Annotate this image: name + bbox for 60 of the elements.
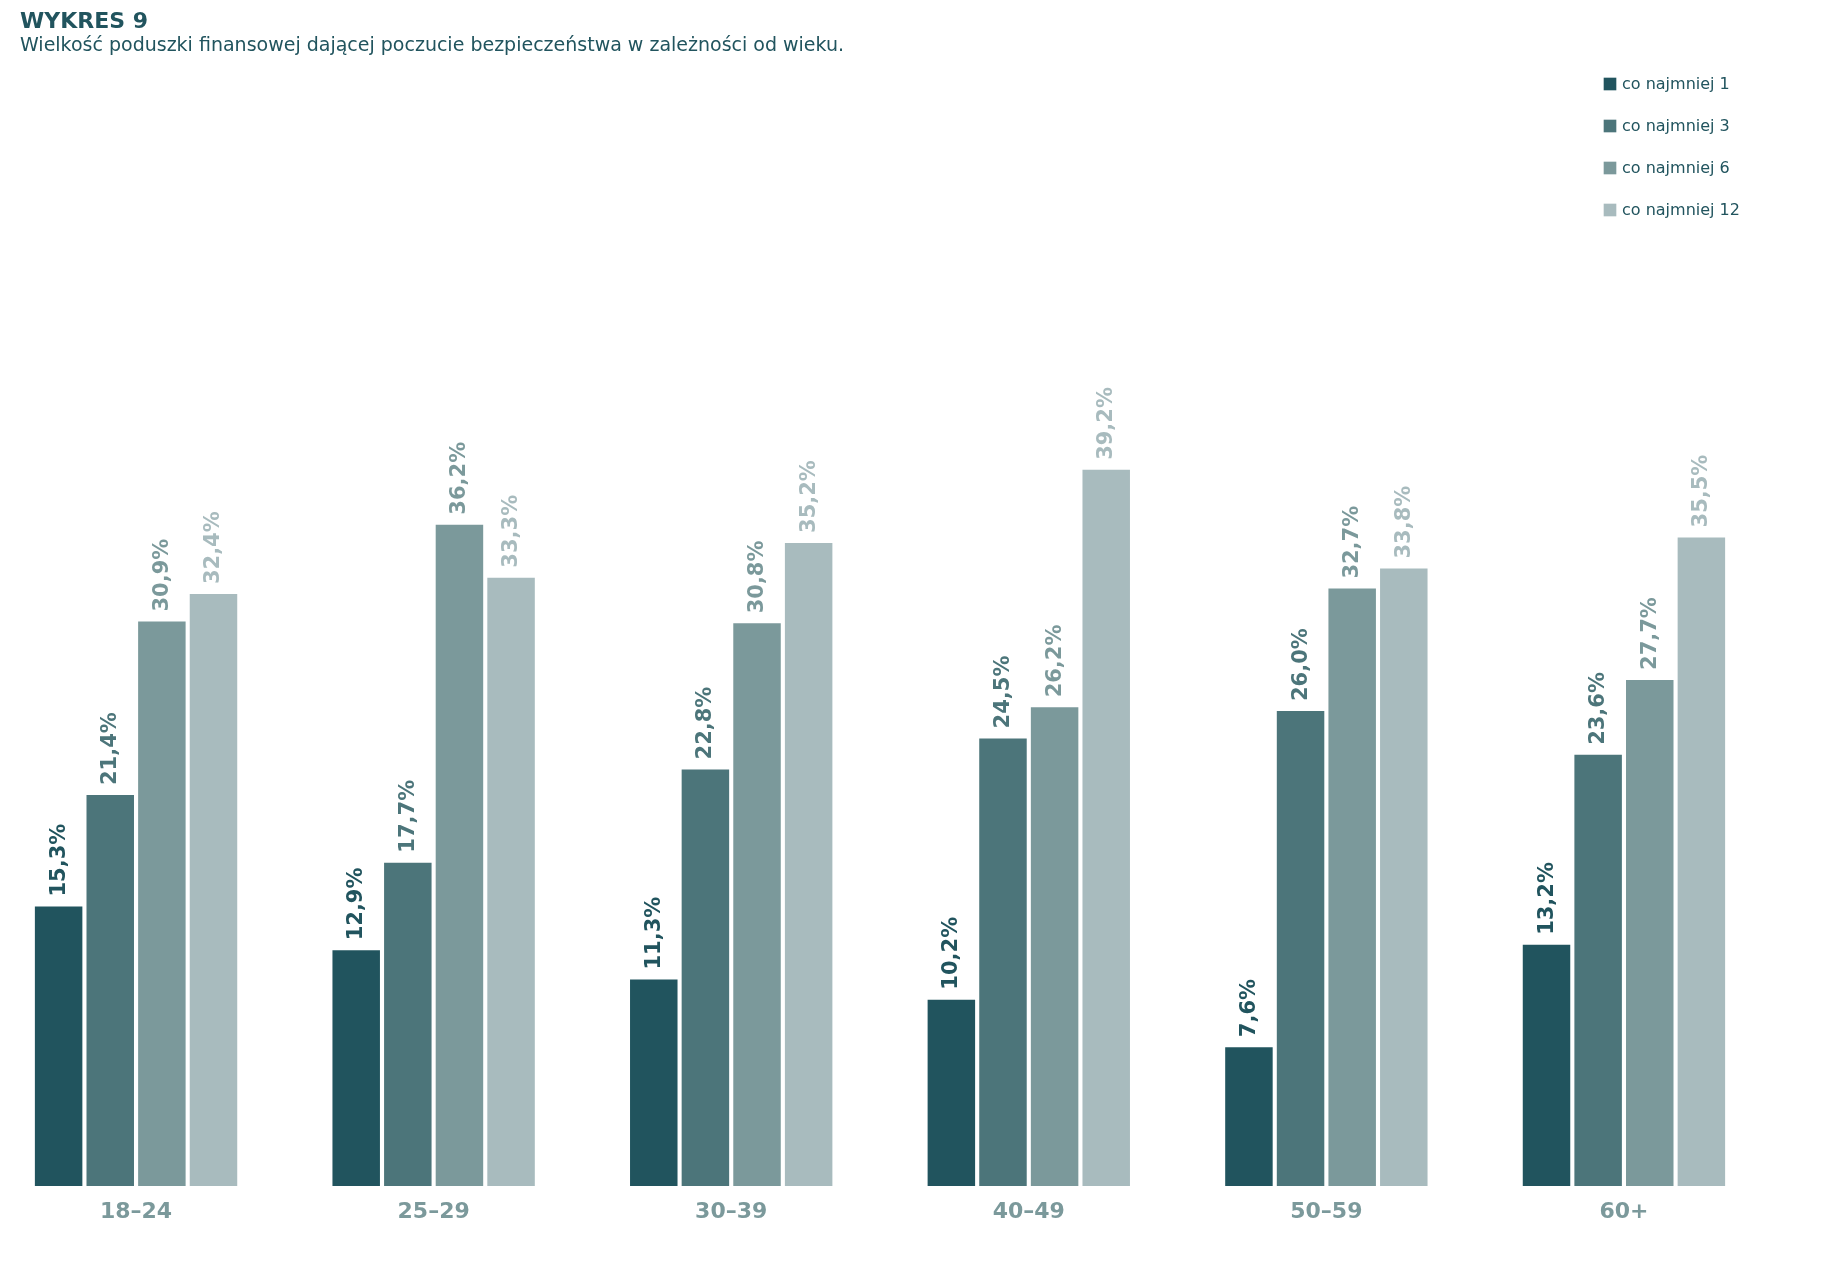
x-tick-label: 40–49 (992, 1197, 1065, 1223)
bar (1225, 1047, 1273, 1186)
data-label: 23,6% (1585, 672, 1610, 745)
data-label: 7,6% (1235, 978, 1260, 1038)
bar (1626, 679, 1674, 1186)
data-label: 24,5% (989, 655, 1014, 729)
bar (733, 623, 781, 1186)
data-label: 27,7% (1636, 597, 1661, 670)
bar (1677, 537, 1726, 1186)
data-label: 12,9% (343, 867, 368, 941)
bar (332, 950, 380, 1186)
data-label: 30,9% (148, 538, 173, 612)
bar (1276, 711, 1325, 1186)
legend-label: co najmniej 3 (1622, 116, 1730, 135)
bar (1328, 588, 1376, 1186)
data-label: 15,3% (45, 823, 70, 897)
chart-title: WYKRES 9 (20, 8, 149, 33)
bar (86, 795, 134, 1186)
data-label: 26,2% (1041, 624, 1066, 698)
data-label: 32,7% (1339, 505, 1364, 579)
data-label: 32,4% (200, 511, 225, 585)
x-tick-label: 60+ (1599, 1197, 1649, 1223)
bar (979, 738, 1027, 1186)
x-tick-label: 18–24 (99, 1197, 173, 1223)
data-label: 36,2% (446, 441, 471, 515)
bar (1380, 568, 1428, 1186)
legend-label: co najmniej 12 (1622, 200, 1740, 219)
chart-subtitle: Wielkość poduszki finansowej dającej poczucie bezpieczeństwa w zależności od wieku. (20, 33, 845, 55)
bar (1030, 707, 1079, 1186)
bar (927, 999, 976, 1186)
bar (784, 542, 833, 1186)
data-label: 11,3% (640, 896, 665, 970)
bar (487, 577, 535, 1186)
data-label: 35,2% (795, 460, 820, 533)
data-label: 39,2% (1093, 387, 1118, 460)
bar (435, 524, 484, 1186)
data-label: 30,8% (744, 540, 769, 614)
legend-label: co najmniej 6 (1622, 158, 1730, 177)
bar (384, 862, 432, 1186)
x-tick-label: 30–39 (695, 1197, 768, 1223)
bar (1522, 944, 1571, 1186)
x-tick-label: 25–29 (397, 1197, 470, 1223)
legend-label: co najmniej 1 (1622, 74, 1730, 93)
data-label: 33,3% (498, 494, 523, 568)
bar (1082, 469, 1130, 1186)
data-label: 26,0% (1287, 628, 1312, 702)
data-label: 17,7% (394, 779, 419, 853)
bar (34, 906, 83, 1186)
data-label: 10,2% (938, 916, 963, 990)
data-label: 33,8% (1390, 485, 1415, 559)
data-label: 13,2% (1533, 862, 1558, 935)
data-label: 21,4% (97, 712, 122, 786)
bar (189, 594, 238, 1186)
bar (630, 979, 678, 1186)
data-label: 22,8% (692, 686, 717, 760)
x-tick-label: 50–59 (1290, 1197, 1363, 1223)
bar (1574, 754, 1622, 1186)
bar (138, 621, 186, 1186)
data-label: 35,5% (1688, 454, 1713, 528)
bar (681, 769, 730, 1186)
